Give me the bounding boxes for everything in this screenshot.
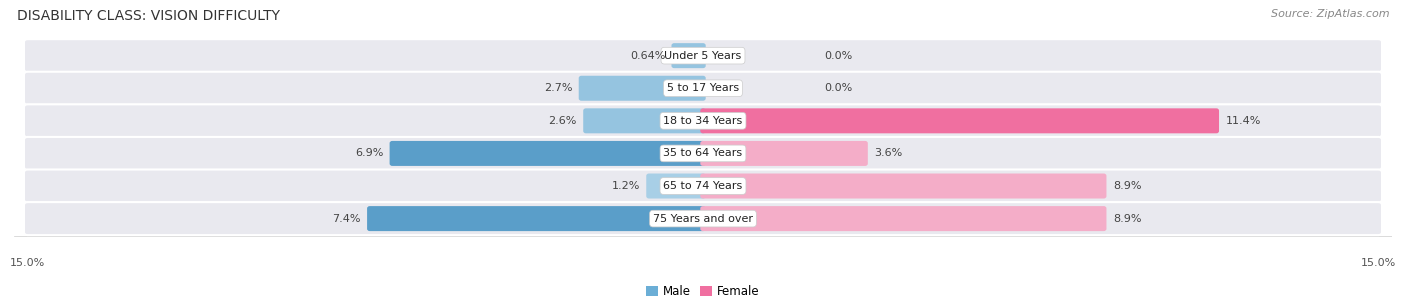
Text: 75 Years and over: 75 Years and over [652,214,754,224]
Text: 35 to 64 Years: 35 to 64 Years [664,148,742,158]
Text: 2.6%: 2.6% [548,116,576,126]
Text: 7.4%: 7.4% [332,214,361,224]
Text: 8.9%: 8.9% [1112,181,1142,191]
Text: 8.9%: 8.9% [1112,214,1142,224]
Text: 11.4%: 11.4% [1226,116,1261,126]
Legend: Male, Female: Male, Female [641,281,765,303]
FancyBboxPatch shape [647,174,706,199]
FancyBboxPatch shape [700,174,1107,199]
Text: 5 to 17 Years: 5 to 17 Years [666,83,740,93]
Text: 6.9%: 6.9% [354,148,384,158]
FancyBboxPatch shape [24,202,1382,235]
Text: 18 to 34 Years: 18 to 34 Years [664,116,742,126]
FancyBboxPatch shape [24,137,1382,170]
Text: 1.2%: 1.2% [612,181,640,191]
Text: 0.64%: 0.64% [630,51,665,61]
FancyBboxPatch shape [367,206,706,231]
Text: 3.6%: 3.6% [875,148,903,158]
FancyBboxPatch shape [700,108,1219,133]
Text: 0.0%: 0.0% [824,83,853,93]
Text: 2.7%: 2.7% [544,83,572,93]
FancyBboxPatch shape [389,141,706,166]
FancyBboxPatch shape [700,206,1107,231]
Text: 0.0%: 0.0% [824,51,853,61]
FancyBboxPatch shape [672,43,706,68]
FancyBboxPatch shape [579,76,706,101]
Text: DISABILITY CLASS: VISION DIFFICULTY: DISABILITY CLASS: VISION DIFFICULTY [17,9,280,23]
Text: Source: ZipAtlas.com: Source: ZipAtlas.com [1271,9,1389,19]
FancyBboxPatch shape [24,104,1382,137]
FancyBboxPatch shape [24,72,1382,105]
FancyBboxPatch shape [583,108,706,133]
Text: Under 5 Years: Under 5 Years [665,51,741,61]
FancyBboxPatch shape [24,39,1382,72]
FancyBboxPatch shape [700,141,868,166]
FancyBboxPatch shape [24,170,1382,202]
Text: 65 to 74 Years: 65 to 74 Years [664,181,742,191]
